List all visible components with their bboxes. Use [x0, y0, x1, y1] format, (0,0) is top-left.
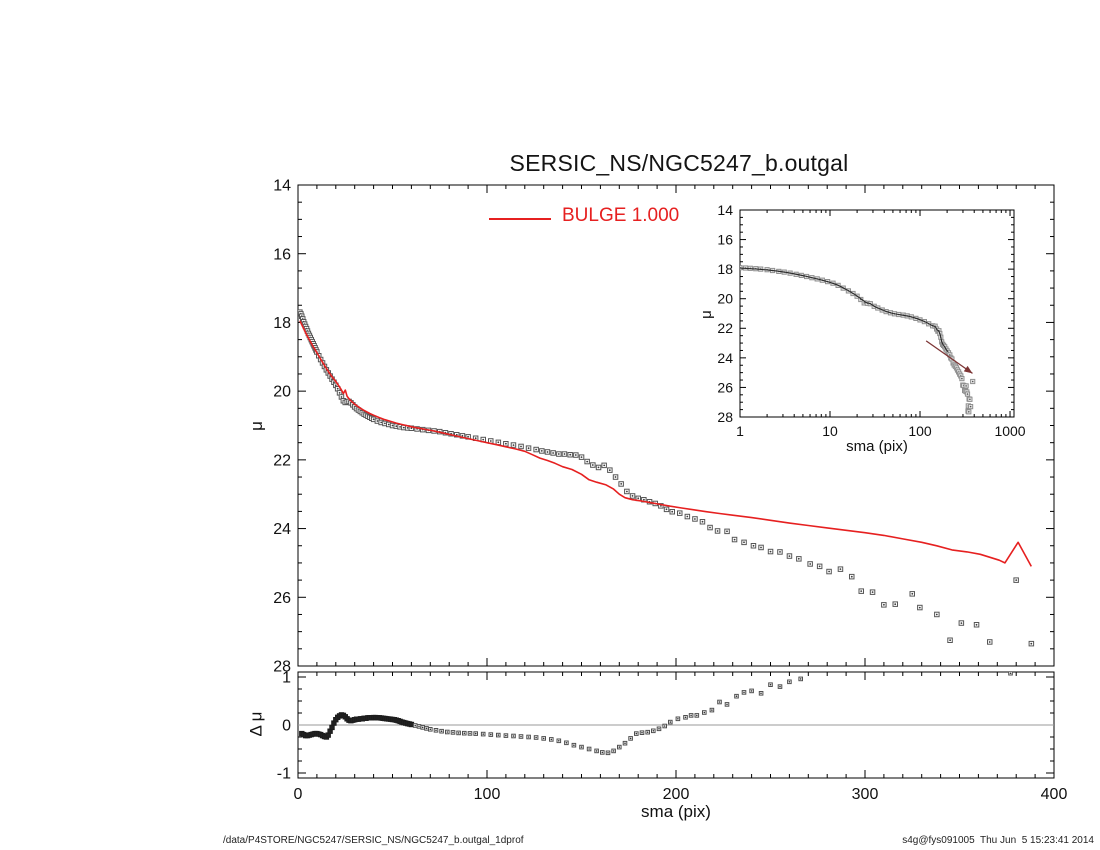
inset-frame [739, 209, 1015, 418]
plot-title: SERSIC_NS/NGC5247_b.outgal [509, 150, 849, 176]
residual-dense-data [299, 712, 415, 740]
legend-line-swatch [489, 218, 551, 220]
residual-x-tick-label: 100 [474, 786, 501, 803]
residual-x-tick-label: 300 [852, 786, 879, 803]
legend-label: BULGE 1.000 [562, 205, 680, 226]
inset-x-tick-label: 1000 [994, 423, 1025, 439]
residual-y-tick-label: -1 [277, 766, 291, 783]
outer-point-arrow [925, 340, 973, 374]
inset-plot: 1 10 100 1000 14 16 18 20 22 24 26 28 [717, 202, 1025, 439]
outer-point-arrow-head [963, 365, 973, 374]
inset-x-axis-label: sma (pix) [846, 438, 908, 455]
residual-x-tick-label: 400 [1041, 786, 1068, 803]
main-y-tick-label: 26 [273, 590, 291, 607]
inset-model-line [740, 267, 949, 353]
inset-y-tick-label: 28 [717, 409, 733, 425]
main-y-tick-label: 20 [273, 384, 291, 401]
bulge-model-line [299, 320, 1033, 567]
inset-y-tick-label: 26 [717, 379, 733, 395]
inset-y-tick-label: 14 [717, 202, 733, 218]
main-y-tick-label: 28 [273, 659, 291, 676]
residual-sparse-data [412, 672, 1013, 756]
main-plot: 14 16 18 20 22 24 26 28 [273, 178, 1055, 676]
main-y-tick-label: 18 [273, 315, 291, 332]
inset-y-tick-label: 18 [717, 261, 733, 277]
shared-x-axis-label: sma (pix) [641, 802, 711, 821]
main-y-tick-label: 24 [273, 521, 291, 538]
residual-x-tick-label: 200 [663, 786, 690, 803]
output-file-path: /data/P4STORE/NGC5247/SERSIC_NS/NGC5247_… [223, 835, 524, 846]
main-y-tick-label: 22 [273, 452, 291, 469]
residual-y-tick-label: 0 [282, 718, 291, 735]
surface-brightness-data [298, 309, 1035, 647]
inset-y-tick-label: 22 [717, 320, 733, 336]
inset-y-tick-label: 16 [717, 231, 733, 247]
residual-x-tick-label: 0 [294, 786, 303, 803]
residual-y-tick-label: 1 [282, 670, 291, 687]
user-timestamp: s4g@fys091005 Thu Jun 5 15:23:41 2014 [902, 835, 1094, 846]
inset-y-axis-label: μ [697, 310, 715, 319]
inset-x-tick-label: 10 [822, 423, 838, 439]
inset-profile-data [740, 265, 976, 415]
inset-y-tick-label: 20 [717, 291, 733, 307]
inset-y-tick-label: 24 [717, 350, 733, 366]
inset-x-tick-label: 100 [908, 423, 932, 439]
inset-x-tick-label: 1 [736, 423, 744, 439]
main-y-axis-label: μ [246, 421, 266, 431]
main-y-tick-label: 14 [273, 178, 291, 195]
main-y-tick-label: 16 [273, 246, 291, 263]
residual-y-axis-label: Δ μ [246, 711, 266, 737]
